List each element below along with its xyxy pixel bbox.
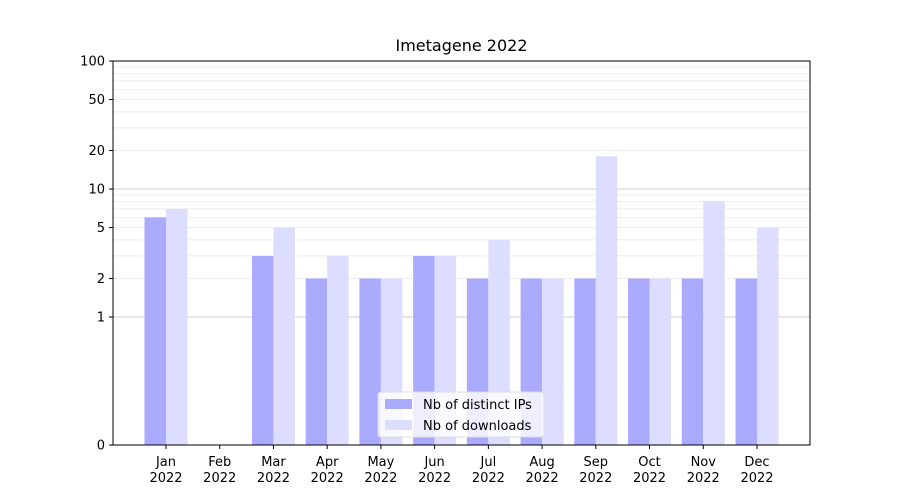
bar-distinct-ips <box>574 278 596 445</box>
y-tick-label: 100 <box>80 55 105 70</box>
x-tick-label: Oct 2022 <box>633 455 666 486</box>
x-tick-label: Jun 2022 <box>418 455 451 486</box>
x-tick-label: Mar 2022 <box>257 455 290 486</box>
x-tick-label: Nov 2022 <box>687 455 720 486</box>
legend-label: Nb of distinct IPs <box>423 398 532 413</box>
legend: Nb of distinct IPs Nb of downloads <box>377 391 545 438</box>
bar-distinct-ips <box>735 278 757 445</box>
x-tick-label: Feb 2022 <box>203 455 236 486</box>
y-tick-label: 2 <box>97 272 105 287</box>
bar-downloads <box>327 255 349 445</box>
x-tick-label: Dec 2022 <box>740 455 773 486</box>
y-tick-label: 1 <box>97 311 105 326</box>
x-tick-label: May 2022 <box>364 455 397 486</box>
bar-distinct-ips <box>359 278 381 445</box>
chart-title: Imetagene 2022 <box>395 36 527 55</box>
bar-distinct-ips <box>628 278 650 445</box>
bar-distinct-ips <box>144 217 166 445</box>
x-tick-label: Apr 2022 <box>311 455 344 486</box>
bar-distinct-ips <box>305 278 328 445</box>
legend-box <box>377 391 545 438</box>
bar-downloads <box>757 227 779 445</box>
x-tick-label: Jan 2022 <box>149 455 182 486</box>
bar-downloads <box>703 201 725 445</box>
y-tick-label: 50 <box>88 93 105 108</box>
bar-downloads <box>273 227 295 445</box>
y-tick-label: 5 <box>97 221 105 236</box>
bar-downloads <box>649 278 672 445</box>
legend-swatch <box>385 399 412 409</box>
bar-downloads <box>595 156 618 445</box>
bar-downloads <box>542 278 564 445</box>
y-tick-label: 10 <box>88 183 105 198</box>
x-tick-label: Aug 2022 <box>526 455 559 486</box>
y-tick-label: 0 <box>97 439 105 454</box>
x-axis: Jan 2022 Feb 2022 Mar 2022 Apr 2022 May 2022 Jun 20… <box>149 445 774 486</box>
x-tick-label: Sep 2022 <box>579 455 612 486</box>
bar-downloads <box>166 208 188 445</box>
bar-distinct-ips <box>681 278 704 445</box>
bar-distinct-ips <box>251 255 274 445</box>
y-axis: 0 1 2 5 10 20 50 100 <box>80 55 113 454</box>
x-tick-label: Jul 2022 <box>472 455 505 486</box>
plot-frame <box>112 60 811 446</box>
legend-swatch <box>385 420 412 430</box>
legend-label: Nb of downloads <box>423 419 532 434</box>
y-tick-label: 20 <box>88 144 105 159</box>
